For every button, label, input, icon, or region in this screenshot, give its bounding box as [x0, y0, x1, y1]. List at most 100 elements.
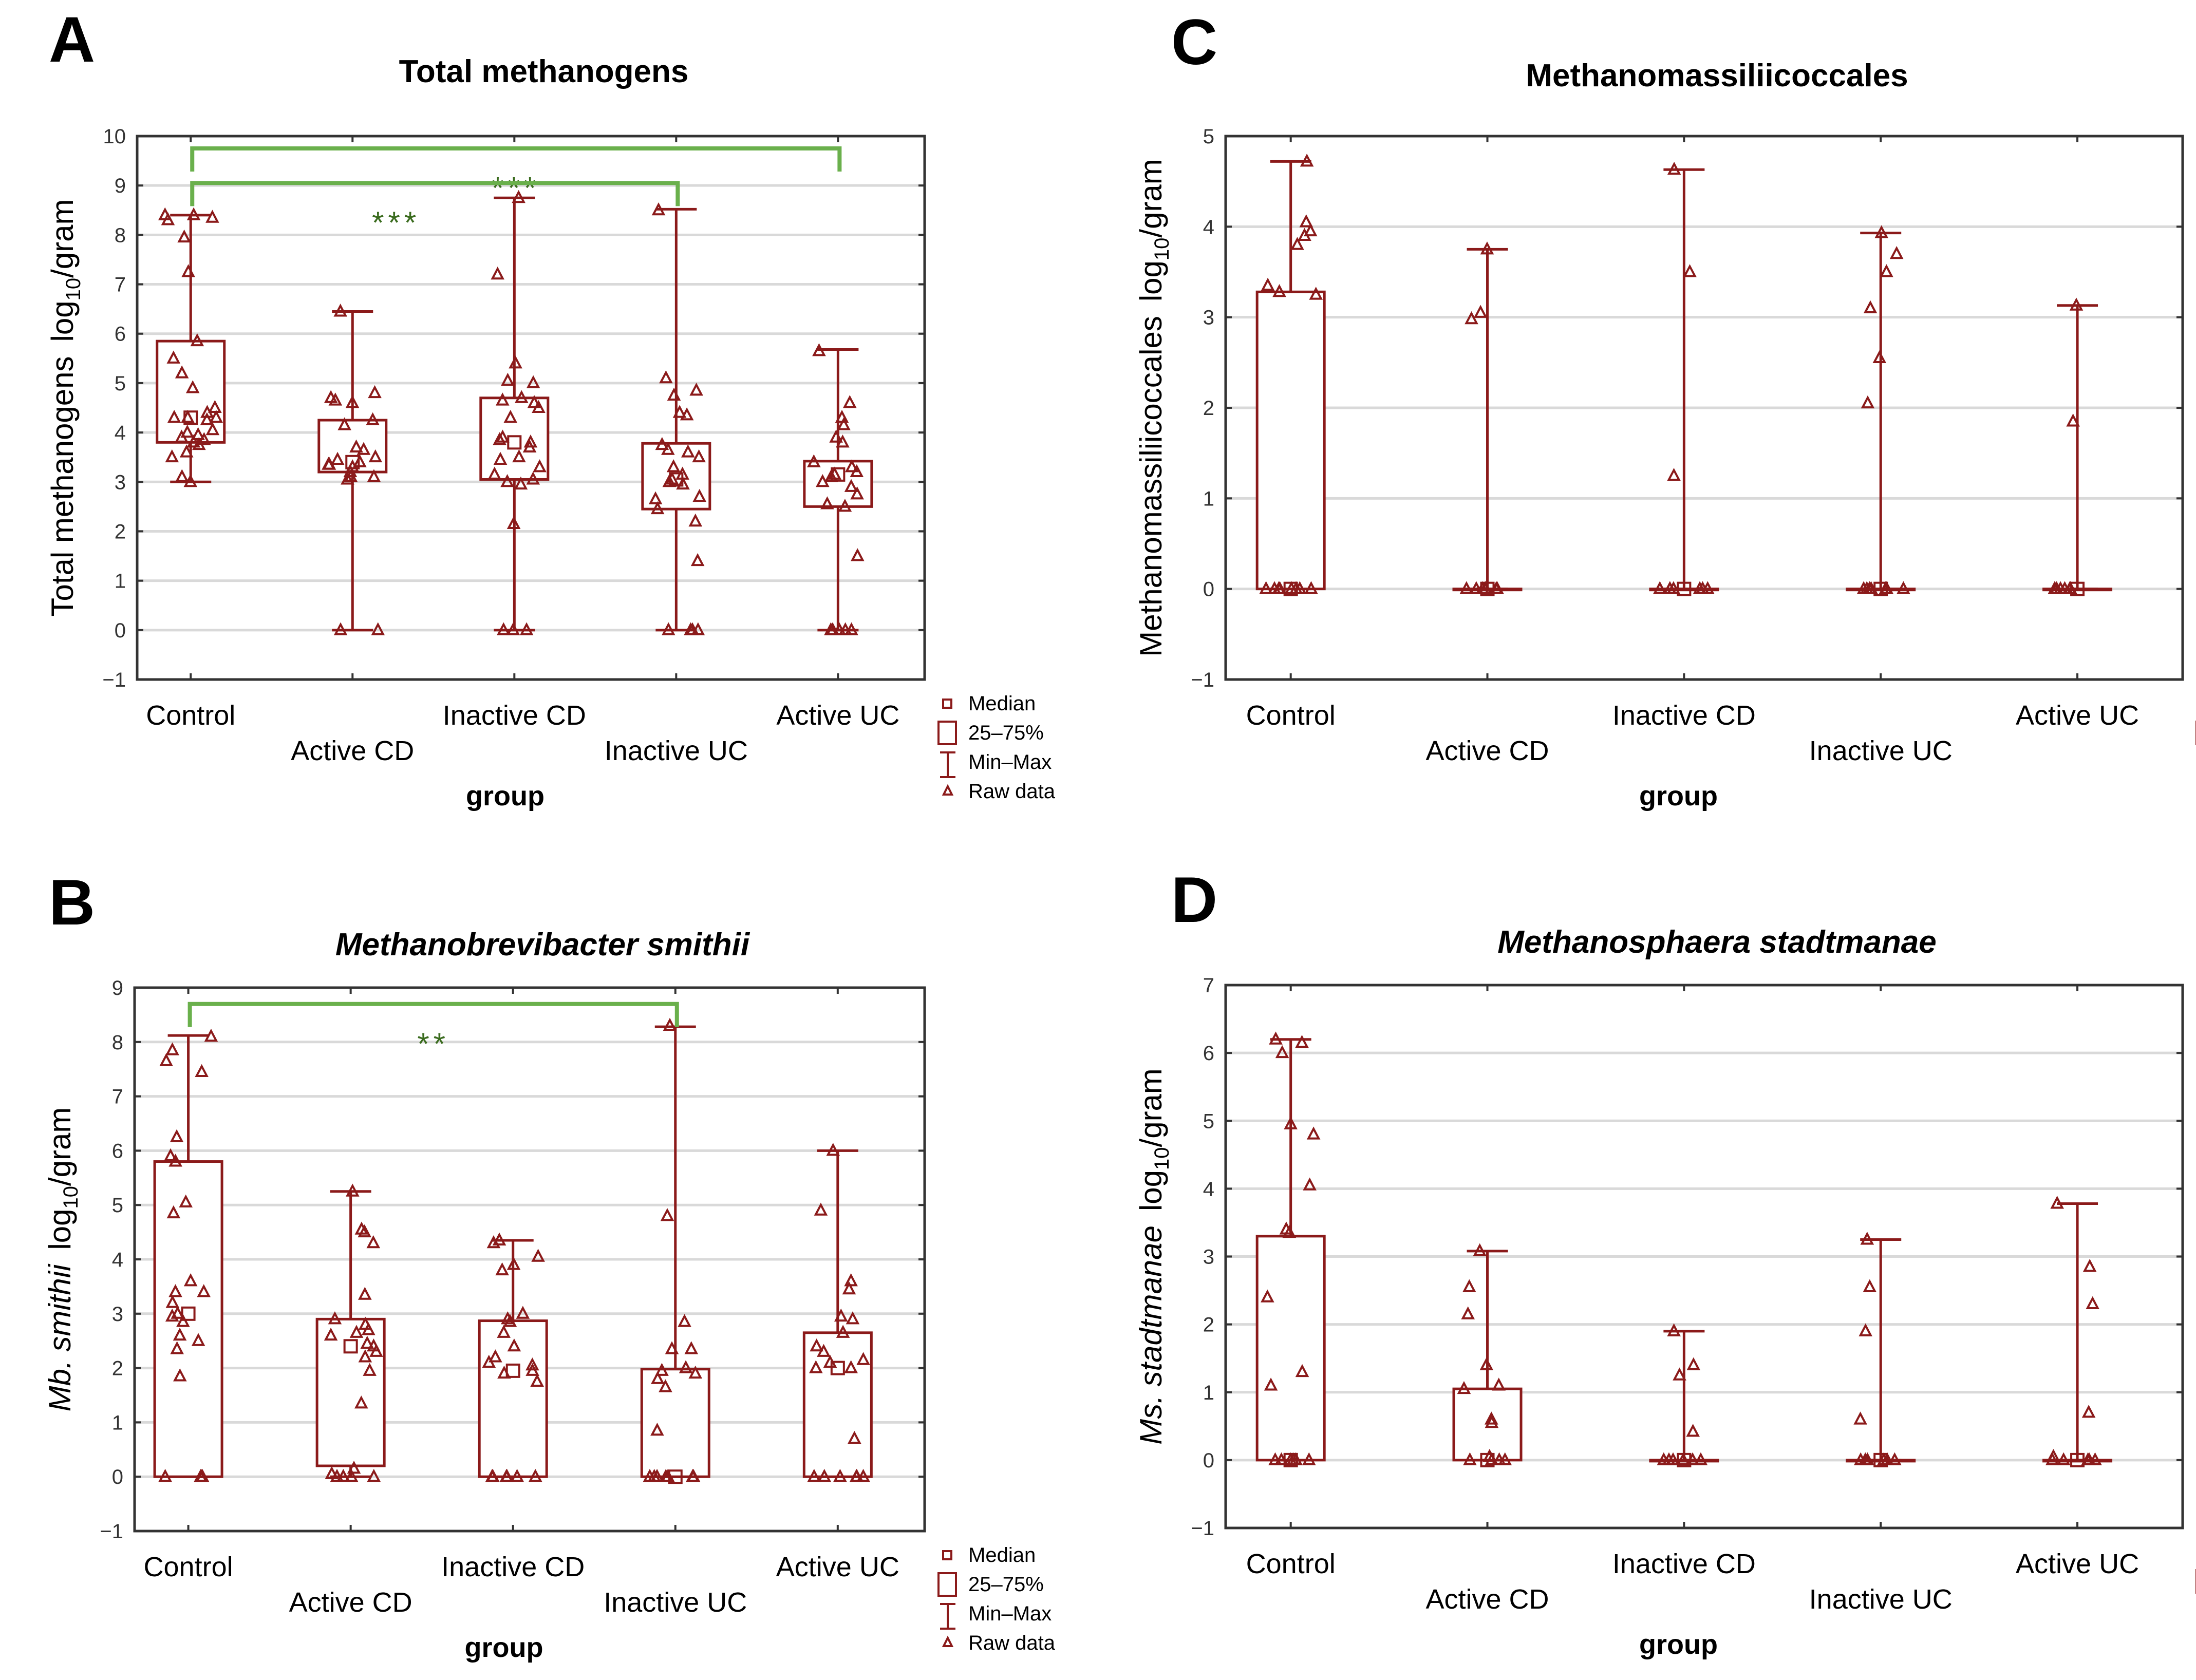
plot-frame	[136, 135, 926, 681]
panel-d: D Methanosphaera stadtmanae −1 0 1 2 3 4 5 6 7 Ms. …	[1134, 864, 2196, 1660]
raw-data-point	[336, 1468, 350, 1482]
y-label-main: Mb. smithii	[43, 1263, 77, 1411]
raw-data-point	[844, 459, 859, 473]
y-axis-label: Total methanogens log10/gram	[45, 199, 85, 617]
legend-median-icon	[942, 699, 952, 709]
box-2	[1649, 1323, 1719, 1467]
raw-data-point	[659, 1468, 673, 1482]
raw-data-point	[165, 1042, 179, 1055]
x-axis-label: group	[466, 781, 545, 811]
raw-data-point	[324, 1327, 338, 1341]
raw-data-point	[368, 385, 382, 399]
raw-data-point	[163, 1148, 178, 1161]
y-tick-label: 6	[1203, 1042, 1214, 1065]
box-0	[156, 207, 226, 487]
y-tick-label: 3	[112, 1303, 123, 1326]
raw-data-point	[2058, 581, 2072, 594]
y-axis-label: Methanomassiliicoccales log10/gram	[1134, 159, 1173, 657]
raw-data-point	[341, 471, 354, 485]
plot-frame	[133, 986, 926, 1533]
x-category-label: Active UC	[2016, 1549, 2139, 1579]
raw-data-point	[1872, 350, 1887, 364]
y-label-subscript: 10	[60, 1186, 82, 1209]
iqr-box	[1255, 1235, 1326, 1462]
panel-b: B Methanobrevibacter smithii −1 0 1 2 3 4 5 6 7 8 9 M…	[43, 867, 1056, 1663]
raw-data-point	[204, 1028, 218, 1042]
raw-data-point	[807, 1468, 821, 1482]
raw-data-point	[1676, 1452, 1691, 1465]
x-category-label: Active CD	[1426, 735, 1549, 766]
raw-data-point	[812, 343, 826, 356]
raw-data-point	[183, 474, 198, 487]
raw-data-point	[333, 622, 348, 635]
raw-data-point	[337, 417, 351, 430]
raw-data-point	[530, 1373, 544, 1387]
chart-title: Methanomassiliicoccales	[1526, 58, 1908, 93]
raw-data-point	[2081, 1405, 2096, 1418]
raw-data-point	[167, 409, 181, 423]
raw-data-point	[834, 1308, 848, 1322]
y-label-suffix: /gram	[1134, 159, 1168, 237]
legend-box-icon	[937, 1572, 957, 1597]
x-category-label: Active CD	[1426, 1584, 1549, 1615]
raw-data-point	[1694, 1452, 1708, 1465]
legend: Median 25–75% Min–Max Raw data	[937, 1544, 1056, 1654]
raw-data-point	[838, 622, 852, 635]
raw-data-point	[676, 476, 690, 490]
y-tick-label: 2	[1203, 1314, 1214, 1336]
raw-data-point	[533, 459, 547, 473]
box-4	[802, 1143, 873, 1482]
y-tick-label: 7	[112, 1086, 123, 1108]
plot-frame	[1224, 135, 2184, 681]
median-marker	[2070, 1452, 2085, 1467]
y-tick-label: 2	[1203, 397, 1214, 420]
raw-data-point	[506, 1257, 521, 1270]
raw-data-point	[165, 1308, 179, 1322]
panel-letter: A	[49, 4, 95, 75]
raw-data-point	[681, 444, 695, 458]
raw-data-point	[1306, 1126, 1321, 1140]
y-tick-label: 9	[115, 175, 126, 197]
raw-data-point	[1888, 1452, 1902, 1465]
raw-data-point	[1864, 581, 1878, 594]
y-axis-label: Ms. stadtmanae log10/gram	[1134, 1068, 1173, 1445]
x-category-label: Active UC	[776, 700, 899, 731]
x-category-label: Control	[144, 1552, 233, 1582]
raw-data-point	[1667, 1323, 1681, 1336]
raw-data-point	[825, 622, 840, 635]
y-tick-label: 8	[112, 1031, 123, 1054]
iqr-box	[479, 397, 550, 481]
box-3	[641, 202, 711, 635]
x-category-label: Control	[146, 700, 235, 731]
raw-data-point	[1299, 214, 1313, 228]
y-label-main: Methanomassiliicoccales	[1134, 316, 1168, 657]
y-tick-label: 7	[115, 274, 126, 296]
y-label-unit: log	[45, 300, 80, 342]
box-1	[317, 304, 388, 635]
raw-data-point	[660, 1208, 674, 1221]
raw-data-point	[1667, 161, 1681, 175]
raw-data-point	[496, 622, 511, 635]
raw-data-point	[487, 466, 502, 480]
raw-data-point	[1667, 467, 1681, 481]
x-axis-label: group	[1639, 781, 1718, 811]
y-tick-label: 4	[112, 1249, 123, 1271]
raw-data-point	[1880, 581, 1894, 594]
raw-data-point	[366, 412, 380, 426]
raw-data-point	[528, 1468, 542, 1482]
raw-data-point	[356, 442, 371, 455]
raw-data-point	[328, 1311, 342, 1325]
raw-data-point	[1459, 581, 1474, 594]
raw-data-point	[809, 1360, 823, 1373]
raw-data-point	[208, 400, 222, 413]
raw-data-point	[489, 1349, 502, 1363]
raw-data-point	[347, 1461, 361, 1474]
x-category-label: Inactive CD	[441, 1552, 585, 1582]
iqr-box	[1649, 1459, 1719, 1463]
raw-data-point	[849, 1468, 864, 1482]
raw-data-point	[486, 1235, 501, 1249]
y-tick-label: 0	[115, 619, 126, 642]
raw-data-point	[500, 474, 514, 487]
